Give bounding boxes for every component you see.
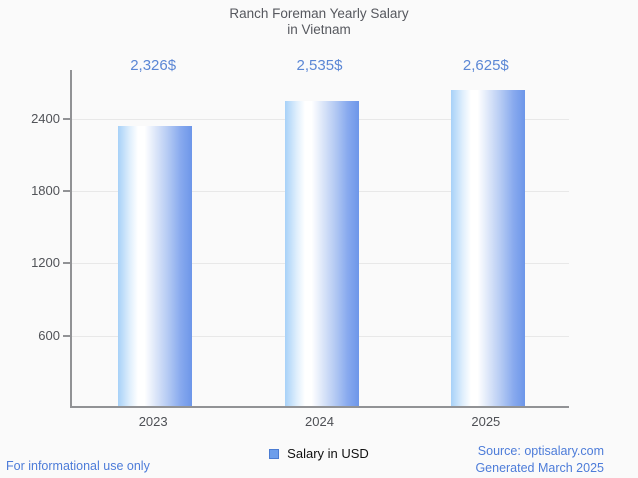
x-axis-labels: 2023 2024 2025 bbox=[70, 414, 569, 430]
bar-2025[interactable] bbox=[450, 89, 525, 406]
legend-marker-icon bbox=[269, 448, 280, 459]
y-axis-tick bbox=[63, 190, 70, 193]
y-tick-label: 1200 bbox=[31, 255, 60, 271]
plot-area: 600 1200 1800 2400 bbox=[31, 70, 569, 408]
y-tick-label: 1800 bbox=[31, 183, 60, 199]
chart-title-line2: in Vietnam bbox=[287, 22, 351, 37]
y-axis-tick bbox=[63, 334, 70, 337]
bar-2024[interactable] bbox=[284, 100, 359, 406]
legend: Salary in USD bbox=[0, 446, 638, 461]
x-tick-label: 2024 bbox=[305, 414, 334, 429]
y-tick-label: 2400 bbox=[31, 110, 60, 126]
source-block: Source: optisalary.com Generated March 2… bbox=[475, 443, 604, 477]
x-tick-label: 2025 bbox=[471, 414, 501, 429]
y-tick-label: 600 bbox=[38, 327, 60, 343]
y-axis-tick bbox=[63, 262, 70, 265]
disclaimer-text: For informational use only bbox=[6, 459, 150, 473]
value-label-layer: 2,326$ 2,535$ 2,625$ bbox=[70, 57, 569, 75]
generated-date: Generated March 2025 bbox=[475, 461, 604, 475]
bar-value-label: 2,625$ bbox=[462, 57, 509, 74]
bar-value-label: 2,326$ bbox=[130, 57, 177, 74]
bar-2023[interactable] bbox=[118, 125, 193, 406]
chart-title: Ranch Foreman Yearly Salary in Vietnam bbox=[0, 6, 638, 38]
legend-label: Salary in USD bbox=[287, 446, 369, 461]
x-tick-label: 2023 bbox=[138, 414, 168, 429]
y-axis-tick bbox=[63, 117, 70, 120]
bar-value-label: 2,535$ bbox=[296, 57, 343, 74]
chart-title-line1: Ranch Foreman Yearly Salary bbox=[229, 6, 409, 21]
source-link[interactable]: Source: optisalary.com bbox=[477, 444, 604, 458]
